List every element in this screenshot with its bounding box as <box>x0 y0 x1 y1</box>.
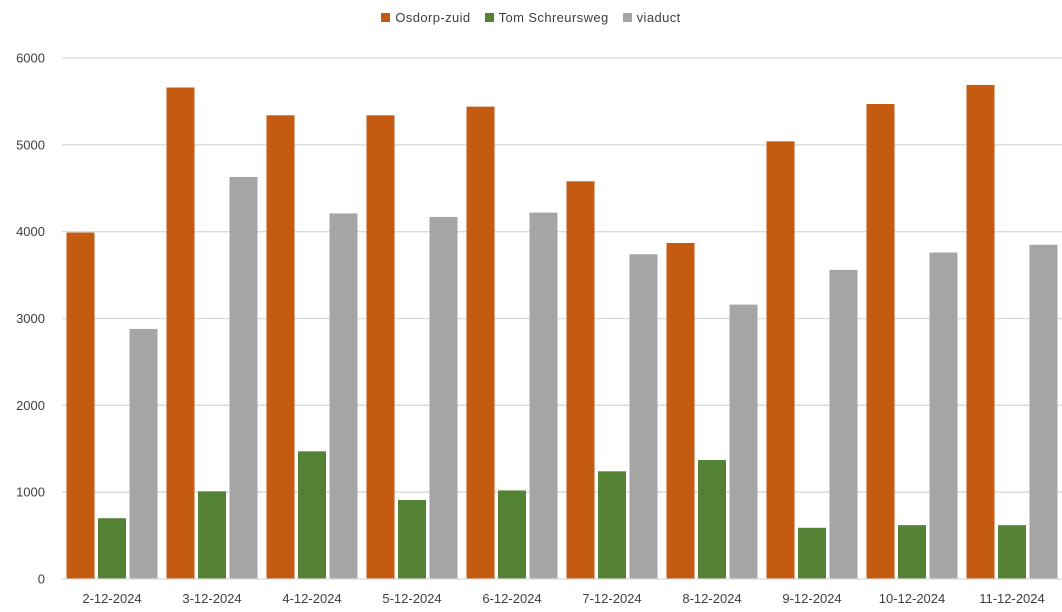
bar-tom-schreursweg-11-12-2024 <box>998 525 1026 579</box>
bar-viaduct-10-12-2024 <box>929 252 958 580</box>
bars <box>66 84 1058 580</box>
bar-viaduct-9-12-2024 <box>829 269 858 579</box>
bar-tom-schreursweg-3-12-2024 <box>198 491 226 579</box>
bar-osdorp-zuid-6-12-2024 <box>466 106 495 580</box>
legend-label-viaduct: viaduct <box>636 10 681 25</box>
bar-tom-schreursweg-8-12-2024 <box>698 460 726 579</box>
bar-osdorp-zuid-7-12-2024 <box>566 181 595 579</box>
x-tick-label-6-12-2024: 6-12-2024 <box>482 591 541 606</box>
bar-tom-schreursweg-2-12-2024 <box>98 518 126 579</box>
x-tick-label-11-12-2024: 11-12-2024 <box>979 591 1045 606</box>
legend-swatch-osdorp-zuid <box>381 13 391 22</box>
legend-label-tom-schreursweg: Tom Schreursweg <box>498 10 609 25</box>
bar-tom-schreursweg-6-12-2024 <box>498 490 526 579</box>
bar-tom-schreursweg-7-12-2024 <box>598 471 626 579</box>
bar-tom-schreursweg-4-12-2024 <box>298 451 326 579</box>
bar-tom-schreursweg-5-12-2024 <box>398 499 426 579</box>
x-tick-label-2-12-2024: 2-12-2024 <box>82 591 141 606</box>
gridlines <box>62 57 1062 493</box>
bar-tom-schreursweg-10-12-2024 <box>898 525 926 579</box>
x-tick-label-5-12-2024: 5-12-2024 <box>382 591 441 606</box>
x-tick-label-9-12-2024: 9-12-2024 <box>782 591 841 606</box>
bar-viaduct-6-12-2024 <box>529 212 558 579</box>
bar-viaduct-7-12-2024 <box>629 254 658 579</box>
legend: Osdorp-zuid Tom Schreursweg viaduct <box>0 10 1062 25</box>
bar-viaduct-5-12-2024 <box>429 216 458 579</box>
y-tick-label-2000: 2000 <box>16 398 45 413</box>
legend-label-osdorp-zuid: Osdorp-zuid <box>395 10 471 25</box>
bar-osdorp-zuid-2-12-2024 <box>66 232 95 579</box>
y-tick-label-6000: 6000 <box>16 51 45 66</box>
y-tick-label-3000: 3000 <box>16 311 45 326</box>
x-tick-label-8-12-2024: 8-12-2024 <box>682 591 741 606</box>
y-tick-label-4000: 4000 <box>16 224 45 239</box>
legend-swatch-tom-schreursweg <box>484 13 494 22</box>
bar-osdorp-zuid-11-12-2024 <box>966 84 995 579</box>
axes: 0 1000 2000 3000 4000 5000 6000 2-12-2024 3-12-2… <box>16 51 1062 606</box>
bar-osdorp-zuid-10-12-2024 <box>866 104 895 579</box>
x-tick-label-7-12-2024: 7-12-2024 <box>582 591 641 606</box>
bar-osdorp-zuid-9-12-2024 <box>766 141 795 580</box>
bar-viaduct-3-12-2024 <box>229 176 258 579</box>
bar-viaduct-4-12-2024 <box>329 213 358 579</box>
bar-osdorp-zuid-3-12-2024 <box>166 87 195 580</box>
bar-osdorp-zuid-8-12-2024 <box>666 242 695 579</box>
bar-viaduct-8-12-2024 <box>729 304 758 579</box>
x-tick-label-3-12-2024: 3-12-2024 <box>182 591 241 606</box>
x-tick-label-10-12-2024: 10-12-2024 <box>879 591 946 606</box>
bar-osdorp-zuid-4-12-2024 <box>266 115 295 579</box>
legend-swatch-viaduct <box>622 13 632 22</box>
y-tick-label-1000: 1000 <box>16 485 45 500</box>
legend-item-tom-schreursweg: Tom Schreursweg <box>484 10 609 25</box>
y-tick-label-0: 0 <box>38 572 45 587</box>
x-tick-label-4-12-2024: 4-12-2024 <box>282 591 341 606</box>
bar-osdorp-zuid-5-12-2024 <box>366 115 395 579</box>
bar-tom-schreursweg-9-12-2024 <box>798 527 826 579</box>
y-tick-label-5000: 5000 <box>16 137 45 152</box>
bar-viaduct-11-12-2024 <box>1029 244 1058 580</box>
legend-item-osdorp-zuid: Osdorp-zuid <box>381 10 470 25</box>
legend-item-viaduct: viaduct <box>622 10 681 25</box>
bar-viaduct-2-12-2024 <box>129 328 158 579</box>
